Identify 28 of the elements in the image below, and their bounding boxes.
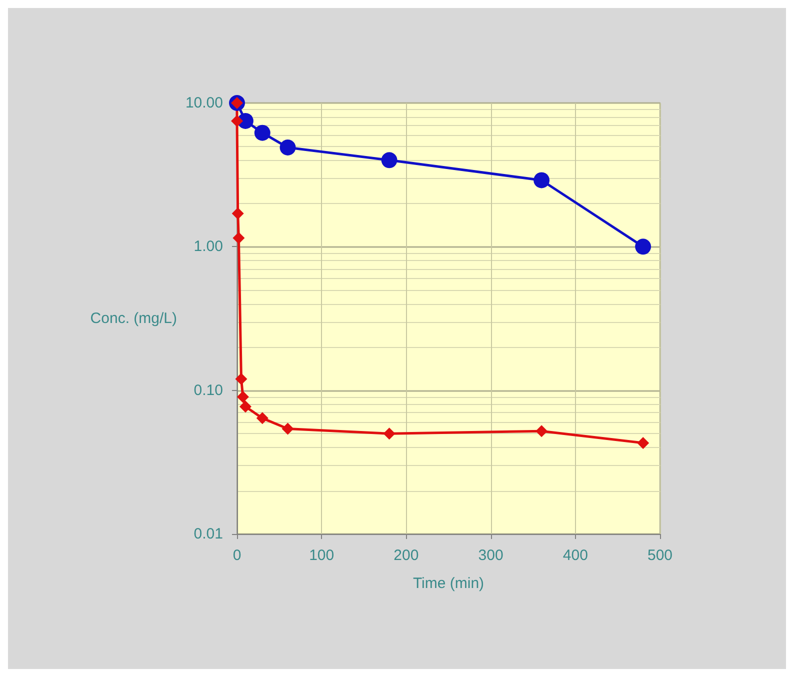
x-tick-label: 300 [478, 547, 504, 564]
point [236, 390, 249, 403]
point [637, 436, 650, 449]
point [256, 412, 268, 424]
point [231, 114, 243, 127]
point [635, 238, 652, 255]
x-tick-label: 400 [562, 547, 588, 564]
point [383, 428, 396, 440]
point [280, 140, 296, 156]
point [534, 172, 550, 188]
x-tick-label: 500 [647, 547, 673, 564]
x-axis-title: Time (min) [412, 575, 484, 592]
y-tick-label: 0.01 [194, 526, 223, 542]
point [282, 422, 294, 435]
point [254, 124, 270, 141]
point [232, 232, 245, 244]
point [536, 425, 548, 438]
y-tick-label: 1.00 [194, 238, 223, 256]
y-tick-label: 10.00 [185, 94, 223, 112]
point [232, 208, 244, 220]
point [235, 372, 248, 385]
x-tick-label: 200 [394, 547, 419, 564]
x-tick-label: 0 [232, 547, 242, 564]
x-tick-label: 100 [309, 547, 334, 564]
point [381, 152, 398, 168]
y-axis-title: Conc. (mg/L) [90, 310, 177, 327]
y-tick-label: 0.10 [194, 382, 223, 399]
point [239, 400, 252, 413]
